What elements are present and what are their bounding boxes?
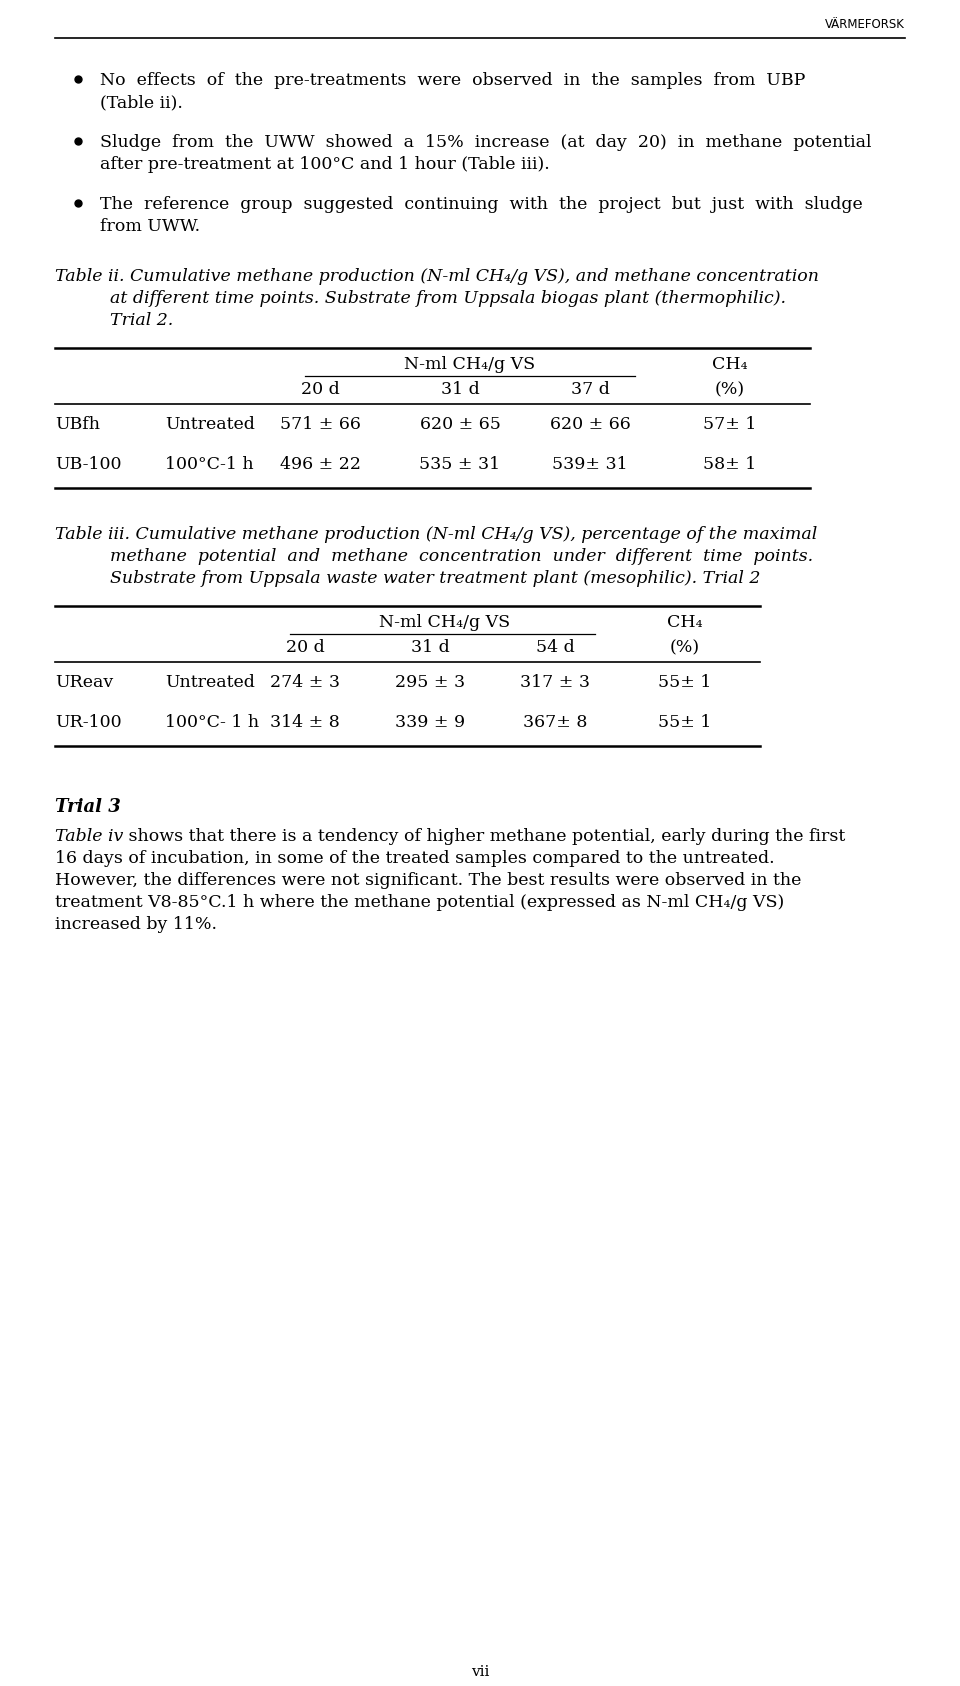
- Text: N-ml CH₄/g VS: N-ml CH₄/g VS: [404, 356, 536, 373]
- Text: UR-100: UR-100: [55, 713, 122, 732]
- Text: treatment V8-85°C.1 h where the methane potential (expressed as N-ml CH₄/g VS): treatment V8-85°C.1 h where the methane …: [55, 894, 784, 910]
- Text: (%): (%): [670, 639, 700, 656]
- Text: 57± 1: 57± 1: [704, 416, 756, 433]
- Text: increased by 11%.: increased by 11%.: [55, 915, 217, 932]
- Text: VÄRMEFORSK: VÄRMEFORSK: [826, 19, 905, 30]
- Text: The  reference  group  suggested  continuing  with  the  project  but  just  wit: The reference group suggested continuing…: [100, 196, 863, 212]
- Text: 37 d: 37 d: [570, 381, 610, 398]
- Text: (Table ii).: (Table ii).: [100, 94, 182, 111]
- Text: N-ml CH₄/g VS: N-ml CH₄/g VS: [379, 614, 511, 631]
- Text: 31 d: 31 d: [411, 639, 449, 656]
- Text: CH₄: CH₄: [712, 356, 748, 373]
- Text: 58± 1: 58± 1: [704, 455, 756, 474]
- Text: CH₄: CH₄: [667, 614, 703, 631]
- Text: 100°C-1 h: 100°C-1 h: [165, 455, 253, 474]
- Text: Table iii. Cumulative methane production (N-ml CH₄/g VS), percentage of the maxi: Table iii. Cumulative methane production…: [55, 526, 817, 543]
- Text: 339 ± 9: 339 ± 9: [395, 713, 465, 732]
- Text: No  effects  of  the  pre-treatments  were  observed  in  the  samples  from  UB: No effects of the pre-treatments were ob…: [100, 72, 805, 89]
- Text: 571 ± 66: 571 ± 66: [279, 416, 360, 433]
- Text: Untreated: Untreated: [165, 674, 254, 691]
- Text: Table ii. Cumulative methane production (N-ml CH₄/g VS), and methane concentrati: Table ii. Cumulative methane production …: [55, 268, 819, 285]
- Text: 496 ± 22: 496 ± 22: [279, 455, 361, 474]
- Text: 55± 1: 55± 1: [659, 713, 711, 732]
- Text: 20 d: 20 d: [300, 381, 340, 398]
- Text: Sludge  from  the  UWW  showed  a  15%  increase  (at  day  20)  in  methane  po: Sludge from the UWW showed a 15% increas…: [100, 133, 872, 152]
- Text: 367± 8: 367± 8: [523, 713, 588, 732]
- Text: 620 ± 66: 620 ± 66: [550, 416, 631, 433]
- Text: after pre-treatment at 100°C and 1 hour (Table iii).: after pre-treatment at 100°C and 1 hour …: [100, 157, 550, 174]
- Text: UBfh: UBfh: [55, 416, 100, 433]
- Text: Substrate from Uppsala waste water treatment plant (mesophilic). Trial 2: Substrate from Uppsala waste water treat…: [110, 570, 760, 587]
- Text: from UWW.: from UWW.: [100, 217, 200, 234]
- Text: 620 ± 65: 620 ± 65: [420, 416, 500, 433]
- Text: 317 ± 3: 317 ± 3: [520, 674, 590, 691]
- Text: 314 ± 8: 314 ± 8: [270, 713, 340, 732]
- Text: Untreated: Untreated: [165, 416, 254, 433]
- Text: However, the differences were not significant. The best results were observed in: However, the differences were not signif…: [55, 872, 802, 889]
- Text: 274 ± 3: 274 ± 3: [270, 674, 340, 691]
- Text: Trial 3: Trial 3: [55, 797, 121, 816]
- Text: 20 d: 20 d: [286, 639, 324, 656]
- Text: 55± 1: 55± 1: [659, 674, 711, 691]
- Text: vii: vii: [470, 1666, 490, 1679]
- Text: Trial 2.: Trial 2.: [110, 312, 173, 329]
- Text: at different time points. Substrate from Uppsala biogas plant (thermophilic).: at different time points. Substrate from…: [110, 290, 786, 307]
- Text: 295 ± 3: 295 ± 3: [395, 674, 465, 691]
- Text: 535 ± 31: 535 ± 31: [420, 455, 500, 474]
- Text: (%): (%): [715, 381, 745, 398]
- Text: 54 d: 54 d: [536, 639, 574, 656]
- Text: shows that there is a tendency of higher methane potential, early during the fir: shows that there is a tendency of higher…: [123, 828, 845, 845]
- Text: 100°C- 1 h: 100°C- 1 h: [165, 713, 259, 732]
- Text: UB-100: UB-100: [55, 455, 122, 474]
- Text: 31 d: 31 d: [441, 381, 479, 398]
- Text: 16 days of incubation, in some of the treated samples compared to the untreated.: 16 days of incubation, in some of the tr…: [55, 850, 775, 867]
- Text: Table iv: Table iv: [55, 828, 124, 845]
- Text: methane  potential  and  methane  concentration  under  different  time  points.: methane potential and methane concentrat…: [110, 548, 813, 565]
- Text: UReav: UReav: [55, 674, 113, 691]
- Text: 539± 31: 539± 31: [552, 455, 628, 474]
